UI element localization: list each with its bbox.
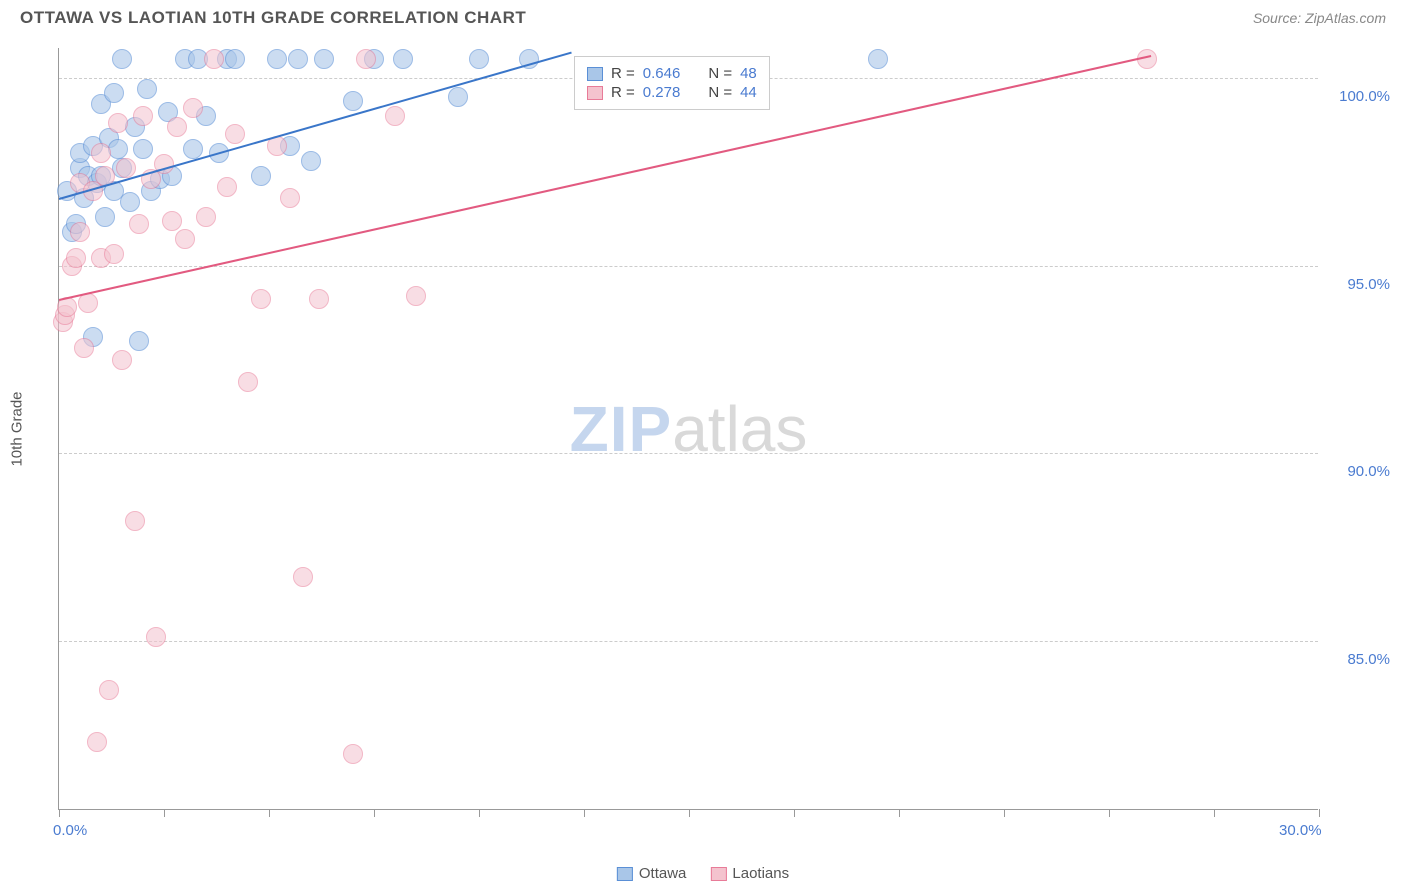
data-point — [133, 106, 153, 126]
data-point — [356, 49, 376, 69]
data-point — [225, 49, 245, 69]
data-point — [314, 49, 334, 69]
y-tick-label: 90.0% — [1347, 463, 1390, 480]
data-point — [868, 49, 888, 69]
chart-source: Source: ZipAtlas.com — [1253, 10, 1386, 26]
data-point — [95, 207, 115, 227]
data-point — [183, 98, 203, 118]
series-legend-item: Ottawa — [617, 865, 687, 882]
data-point — [146, 627, 166, 647]
x-tick — [899, 809, 900, 817]
data-point — [301, 151, 321, 171]
legend-n-label: N = — [708, 84, 732, 101]
data-point — [217, 177, 237, 197]
chart-header: OTTAWA VS LAOTIAN 10TH GRADE CORRELATION… — [0, 0, 1406, 36]
legend-swatch — [617, 867, 633, 881]
y-tick-label: 95.0% — [1347, 276, 1390, 293]
x-tick — [1214, 809, 1215, 817]
y-axis-label: 10th Grade — [9, 391, 26, 466]
data-point — [78, 293, 98, 313]
data-point — [385, 106, 405, 126]
data-point — [120, 192, 140, 212]
data-point — [116, 158, 136, 178]
x-tick — [1319, 809, 1320, 817]
gridline — [59, 266, 1318, 267]
y-tick-label: 100.0% — [1339, 88, 1390, 105]
x-tick — [479, 809, 480, 817]
series-legend-item: Laotians — [710, 865, 789, 882]
watermark: ZIPatlas — [570, 392, 808, 466]
data-point — [406, 286, 426, 306]
data-point — [108, 113, 128, 133]
data-point — [393, 49, 413, 69]
correlation-chart: 10th Grade ZIPatlas R =0.646N =48R =0.27… — [58, 48, 1318, 810]
x-tick-label: 0.0% — [53, 822, 87, 839]
data-point — [293, 567, 313, 587]
legend-swatch — [587, 86, 603, 100]
x-tick — [584, 809, 585, 817]
data-point — [87, 732, 107, 752]
x-tick — [374, 809, 375, 817]
gridline — [59, 641, 1318, 642]
x-tick — [59, 809, 60, 817]
series-legend: Ottawa Laotians — [617, 865, 789, 882]
data-point — [448, 87, 468, 107]
data-point — [104, 83, 124, 103]
data-point — [238, 372, 258, 392]
legend-n-value: 44 — [740, 84, 757, 101]
gridline — [59, 453, 1318, 454]
data-point — [66, 248, 86, 268]
data-point — [70, 222, 90, 242]
x-tick — [269, 809, 270, 817]
x-tick — [1004, 809, 1005, 817]
y-tick-label: 85.0% — [1347, 651, 1390, 668]
data-point — [167, 117, 187, 137]
data-point — [469, 49, 489, 69]
legend-swatch — [710, 867, 726, 881]
legend-r-value: 0.646 — [643, 65, 681, 82]
data-point — [288, 49, 308, 69]
data-point — [343, 91, 363, 111]
stats-legend: R = 0.646 N = 48 R = 0.278 N = 44 — [574, 56, 770, 110]
data-point — [225, 124, 245, 144]
data-point — [267, 49, 287, 69]
x-tick-label: 30.0% — [1279, 822, 1322, 839]
data-point — [196, 207, 216, 227]
data-point — [204, 49, 224, 69]
data-point — [99, 680, 119, 700]
legend-r-value: 0.278 — [643, 84, 681, 101]
series-legend-label: Ottawa — [639, 865, 687, 882]
data-point — [343, 744, 363, 764]
data-point — [125, 511, 145, 531]
legend-n-label: N = — [708, 65, 732, 82]
data-point — [91, 143, 111, 163]
data-point — [112, 350, 132, 370]
data-point — [137, 79, 157, 99]
legend-r-label: R = — [611, 65, 635, 82]
data-point — [129, 214, 149, 234]
data-point — [162, 211, 182, 231]
legend-row: R = 0.646 N = 48 — [587, 65, 757, 82]
data-point — [251, 289, 271, 309]
legend-row: R = 0.278 N = 44 — [587, 84, 757, 101]
x-tick — [164, 809, 165, 817]
chart-title: OTTAWA VS LAOTIAN 10TH GRADE CORRELATION… — [20, 8, 526, 28]
legend-r-label: R = — [611, 84, 635, 101]
data-point — [175, 229, 195, 249]
data-point — [133, 139, 153, 159]
x-tick — [689, 809, 690, 817]
data-point — [108, 139, 128, 159]
data-point — [129, 331, 149, 351]
data-point — [309, 289, 329, 309]
data-point — [74, 338, 94, 358]
x-tick — [1109, 809, 1110, 817]
data-point — [251, 166, 271, 186]
series-legend-label: Laotians — [732, 865, 789, 882]
legend-swatch — [587, 67, 603, 81]
x-tick — [794, 809, 795, 817]
data-point — [112, 49, 132, 69]
data-point — [280, 188, 300, 208]
legend-n-value: 48 — [740, 65, 757, 82]
data-point — [104, 244, 124, 264]
